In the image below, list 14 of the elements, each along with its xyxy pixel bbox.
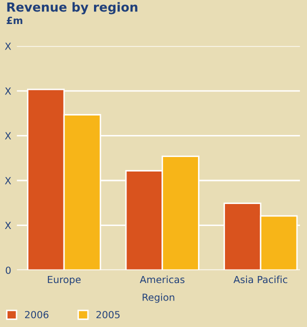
x-tick-label: Europe <box>48 276 81 286</box>
x-axis-title: Region <box>142 293 174 303</box>
x-tick-label: Asia Pacific <box>234 276 288 284</box>
legend-label: 2006 <box>25 310 48 318</box>
text: £m <box>6 16 22 24</box>
text: X <box>4 88 12 95</box>
text: 0 <box>6 266 11 274</box>
text: X <box>4 42 12 50</box>
legend-label: 2005 <box>96 310 120 318</box>
text: X <box>4 177 12 184</box>
text: X <box>4 222 12 229</box>
x-tick-label: Americas <box>140 276 184 284</box>
text: X <box>4 132 12 140</box>
chart-title: Revenue by region <box>7 2 138 14</box>
